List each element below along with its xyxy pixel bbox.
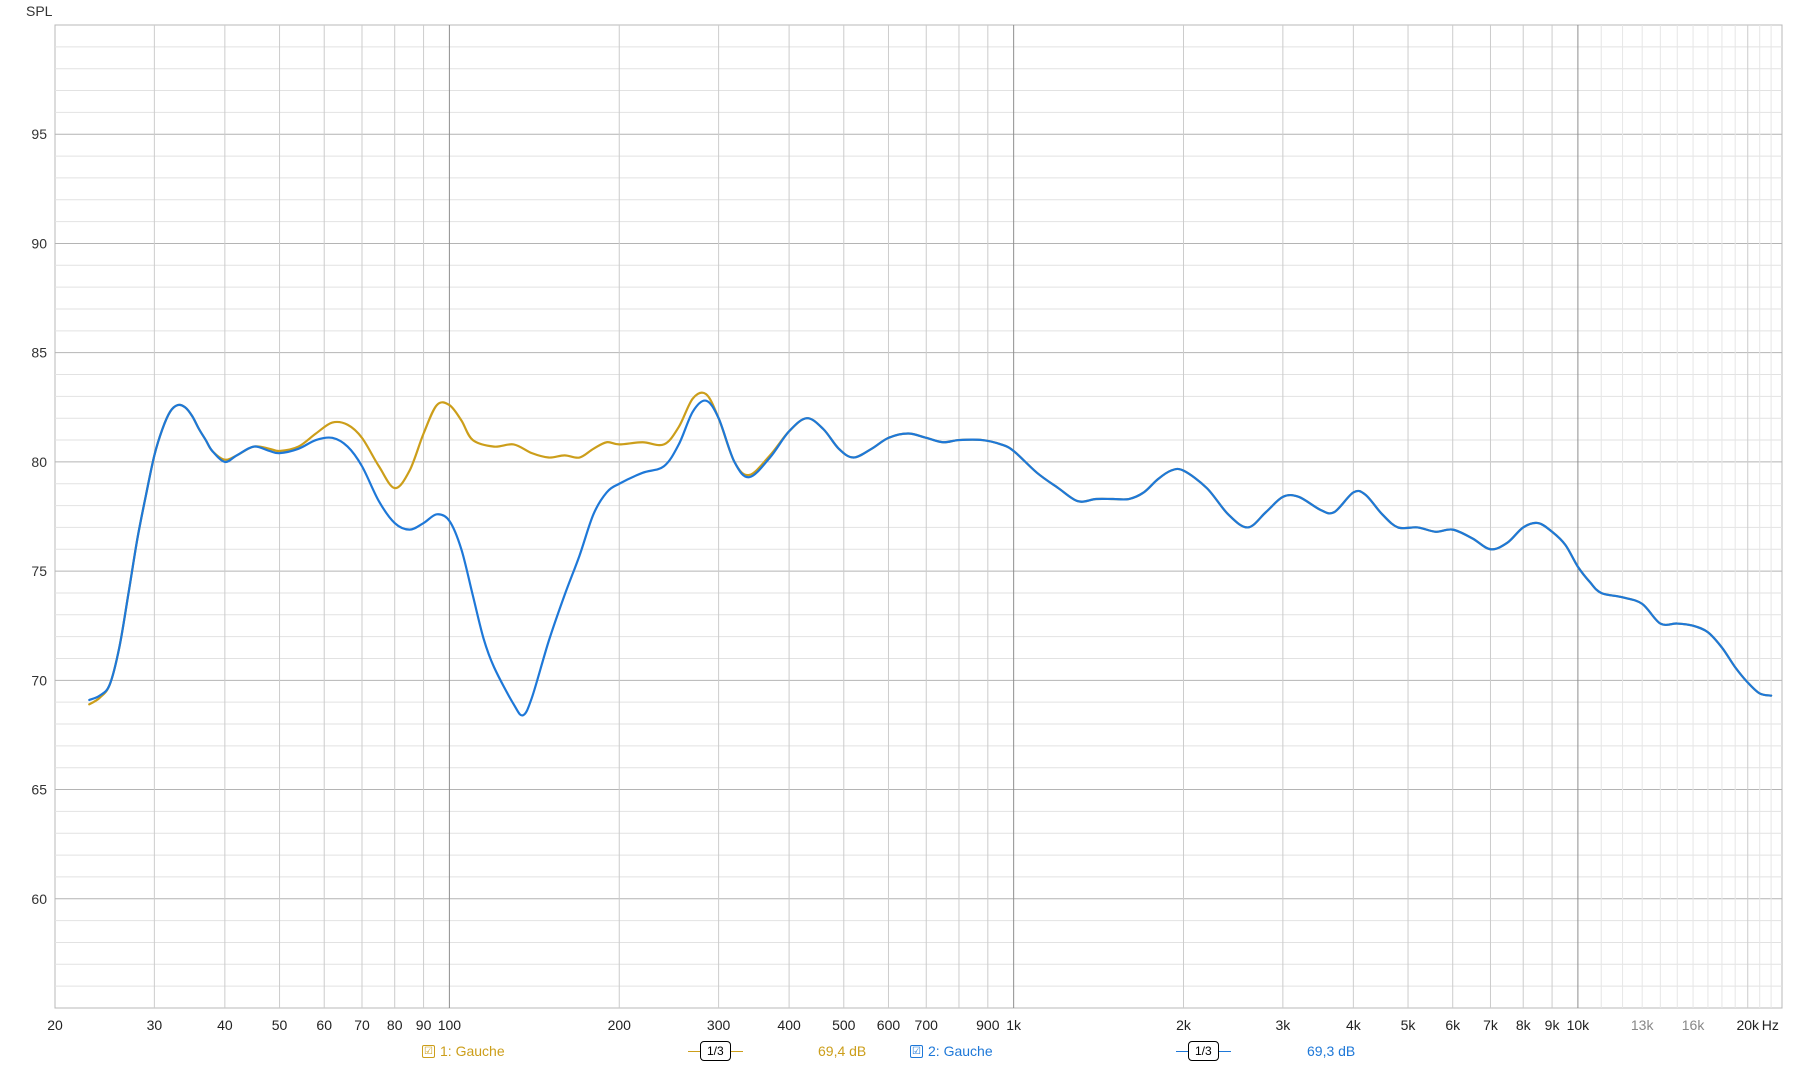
plot-area xyxy=(54,24,1783,1009)
legend-series-2-name: 2: Gauche xyxy=(928,1043,993,1059)
y-tick-label: 75 xyxy=(31,563,47,579)
x-tick-label: 7k xyxy=(1483,1017,1499,1033)
x-tick-label: 6k xyxy=(1445,1017,1461,1033)
checkbox-icon[interactable]: ☑ xyxy=(422,1044,435,1058)
smoothing-badge: 1/3 xyxy=(1188,1041,1219,1061)
x-tick-label: 30 xyxy=(147,1017,163,1033)
y-tick-label: 85 xyxy=(31,345,47,361)
x-tick-label: 500 xyxy=(832,1017,856,1033)
x-tick-label: 9k xyxy=(1545,1017,1561,1033)
x-tick-label: 700 xyxy=(915,1017,939,1033)
x-tick-label: 4k xyxy=(1346,1017,1362,1033)
y-tick-label: 80 xyxy=(31,454,47,470)
x-tick-label: 90 xyxy=(416,1017,432,1033)
checkbox-icon[interactable]: ☑ xyxy=(910,1044,923,1058)
x-tick-label: 10k xyxy=(1567,1017,1591,1033)
y-tick-label: 60 xyxy=(31,891,47,907)
x-tick-label: 300 xyxy=(707,1017,731,1033)
x-tick-label: 20 xyxy=(47,1017,63,1033)
legend-series-1-level: 69,4 dB xyxy=(818,1043,867,1059)
x-unit-label: Hz xyxy=(1762,1017,1779,1033)
x-tick-label: 1k xyxy=(1006,1017,1022,1033)
legend-series-1-label[interactable]: ☑ 1: Gauche xyxy=(422,1040,505,1062)
y-tick-label: 90 xyxy=(31,235,47,251)
y-tick-label: 70 xyxy=(31,672,47,688)
x-tick-label: 8k xyxy=(1516,1017,1532,1033)
x-tick-label: 900 xyxy=(976,1017,1000,1033)
series-line-2 xyxy=(88,399,1773,717)
x-tick-label: 60 xyxy=(316,1017,332,1033)
legend: ☑ 1: Gauche 1/3 69,4 dB ☑ 2: Gauche 1/3 69… xyxy=(0,1040,1800,1064)
x-tick-label: 400 xyxy=(777,1017,801,1033)
y-tick-label: 65 xyxy=(31,782,47,798)
x-tick-label: 13k xyxy=(1631,1017,1655,1033)
x-tick-label: 20k xyxy=(1736,1017,1760,1033)
legend-series-2-label[interactable]: ☑ 2: Gauche xyxy=(910,1040,993,1062)
x-tick-label: 40 xyxy=(217,1017,233,1033)
x-tick-label: 200 xyxy=(608,1017,632,1033)
x-tick-label: 600 xyxy=(877,1017,901,1033)
x-tick-label: 100 xyxy=(438,1017,462,1033)
y-tick-label: 95 xyxy=(31,126,47,142)
x-tick-label: 16k xyxy=(1682,1017,1706,1033)
x-tick-label: 3k xyxy=(1275,1017,1291,1033)
x-tick-label: 70 xyxy=(354,1017,370,1033)
x-tick-label: 50 xyxy=(272,1017,288,1033)
legend-series-1-smoothing[interactable]: 1/3 xyxy=(688,1040,743,1062)
x-tick-label: 5k xyxy=(1401,1017,1417,1033)
x-tick-label: 80 xyxy=(387,1017,403,1033)
smoothing-badge: 1/3 xyxy=(700,1041,731,1061)
legend-series-2-smoothing[interactable]: 1/3 xyxy=(1176,1040,1231,1062)
x-tick-label: 2k xyxy=(1176,1017,1192,1033)
legend-series-1-name: 1: Gauche xyxy=(440,1043,505,1059)
y-axis-label: SPL xyxy=(26,3,53,19)
legend-series-2-level: 69,3 dB xyxy=(1307,1043,1356,1059)
